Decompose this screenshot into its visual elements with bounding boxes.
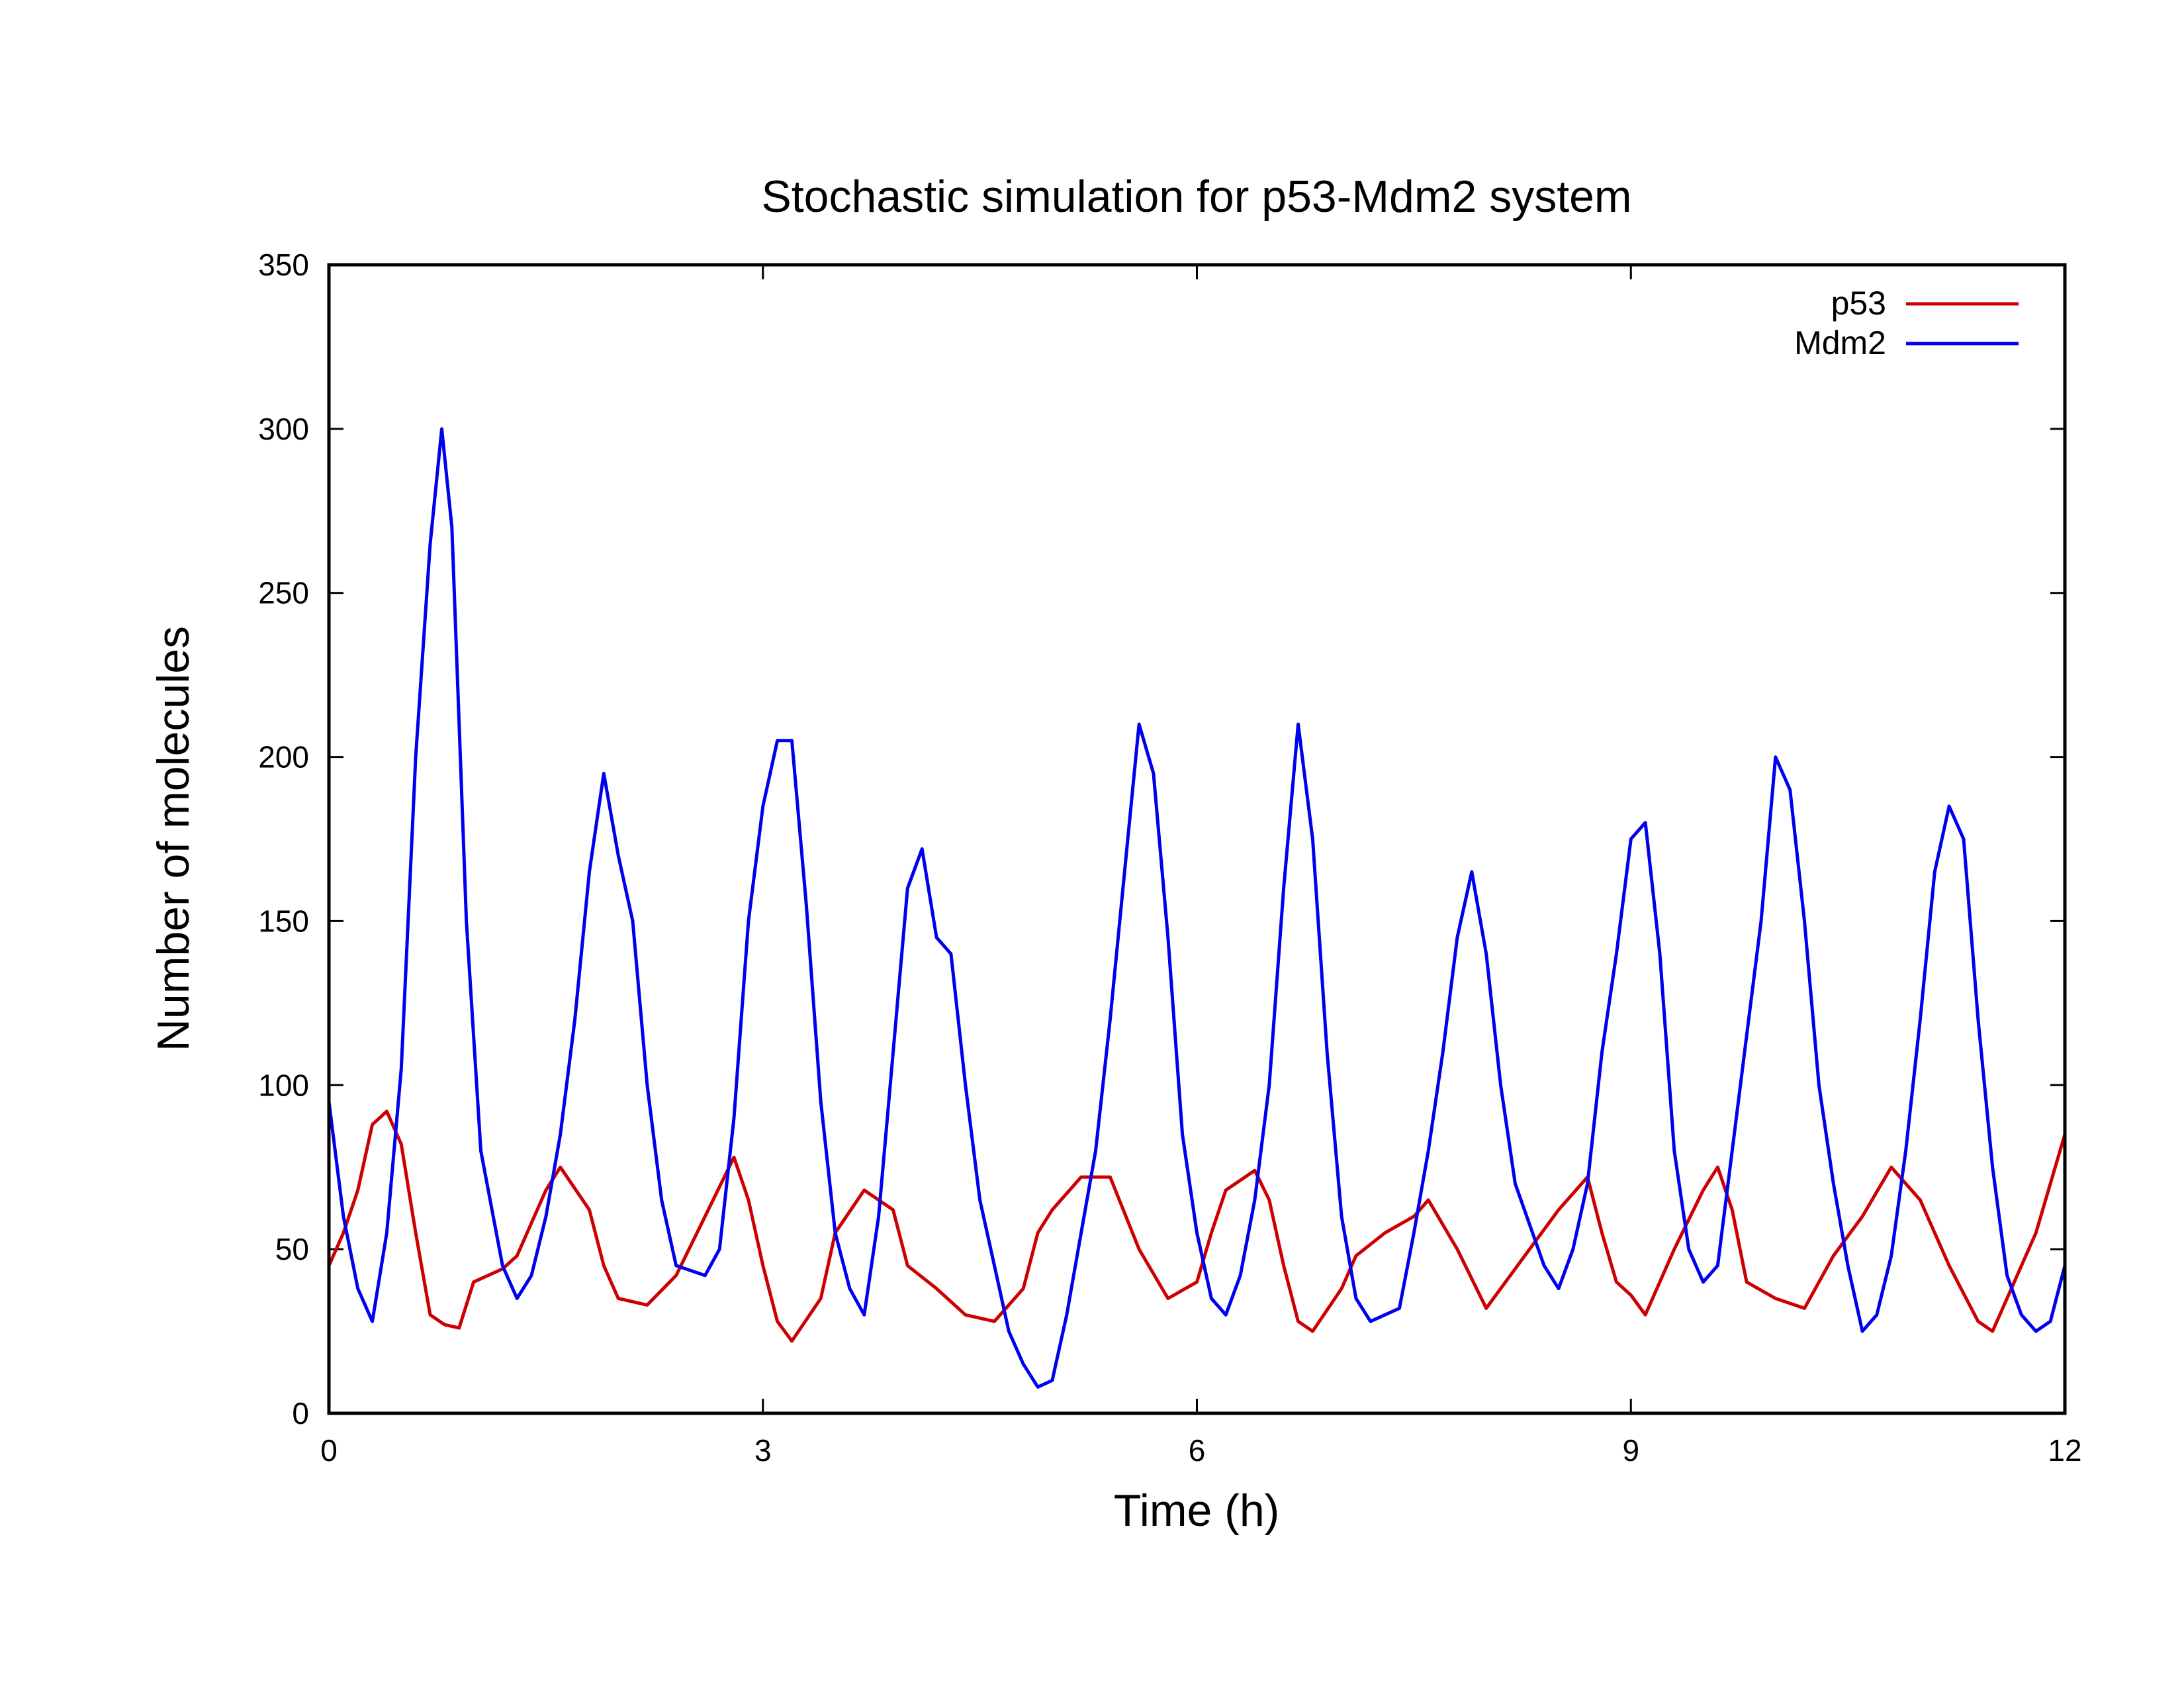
axis-ticks bbox=[328, 263, 2066, 1415]
chart-title: Stochastic simulation for p53-Mdm2 syste… bbox=[761, 171, 1631, 222]
y-tick-label: 250 bbox=[258, 576, 309, 610]
y-tick-label: 350 bbox=[258, 248, 309, 282]
tick-labels: 0 3 6 9 12 0 50 100 150 200 250 300 350 bbox=[258, 248, 2081, 1468]
y-tick-label: 300 bbox=[258, 412, 309, 446]
legend: p53 Mdm2 bbox=[1794, 285, 2019, 361]
y-tick-label: 0 bbox=[292, 1396, 309, 1430]
legend-label-mdm2: Mdm2 bbox=[1794, 324, 1886, 361]
series-line-p53 bbox=[327, 1109, 2067, 1343]
y-tick-label: 150 bbox=[258, 904, 309, 938]
x-axis-label: Time (h) bbox=[1114, 1485, 1280, 1536]
x-tick-label: 0 bbox=[320, 1433, 338, 1468]
plot-frame bbox=[327, 263, 2067, 1415]
x-tick-label: 3 bbox=[754, 1433, 772, 1468]
y-tick-label: 200 bbox=[258, 740, 309, 774]
series-layer bbox=[327, 427, 2067, 1389]
y-tick-label: 50 bbox=[275, 1232, 309, 1266]
x-tick-label: 12 bbox=[2048, 1433, 2081, 1468]
y-axis-label: Number of molecules bbox=[148, 626, 199, 1051]
x-tick-label: 9 bbox=[1622, 1433, 1639, 1468]
legend-label-p53: p53 bbox=[1831, 285, 1886, 322]
y-tick-label: 100 bbox=[258, 1068, 309, 1102]
series-line-mdm2 bbox=[327, 427, 2067, 1389]
x-tick-label: 6 bbox=[1189, 1433, 1206, 1468]
